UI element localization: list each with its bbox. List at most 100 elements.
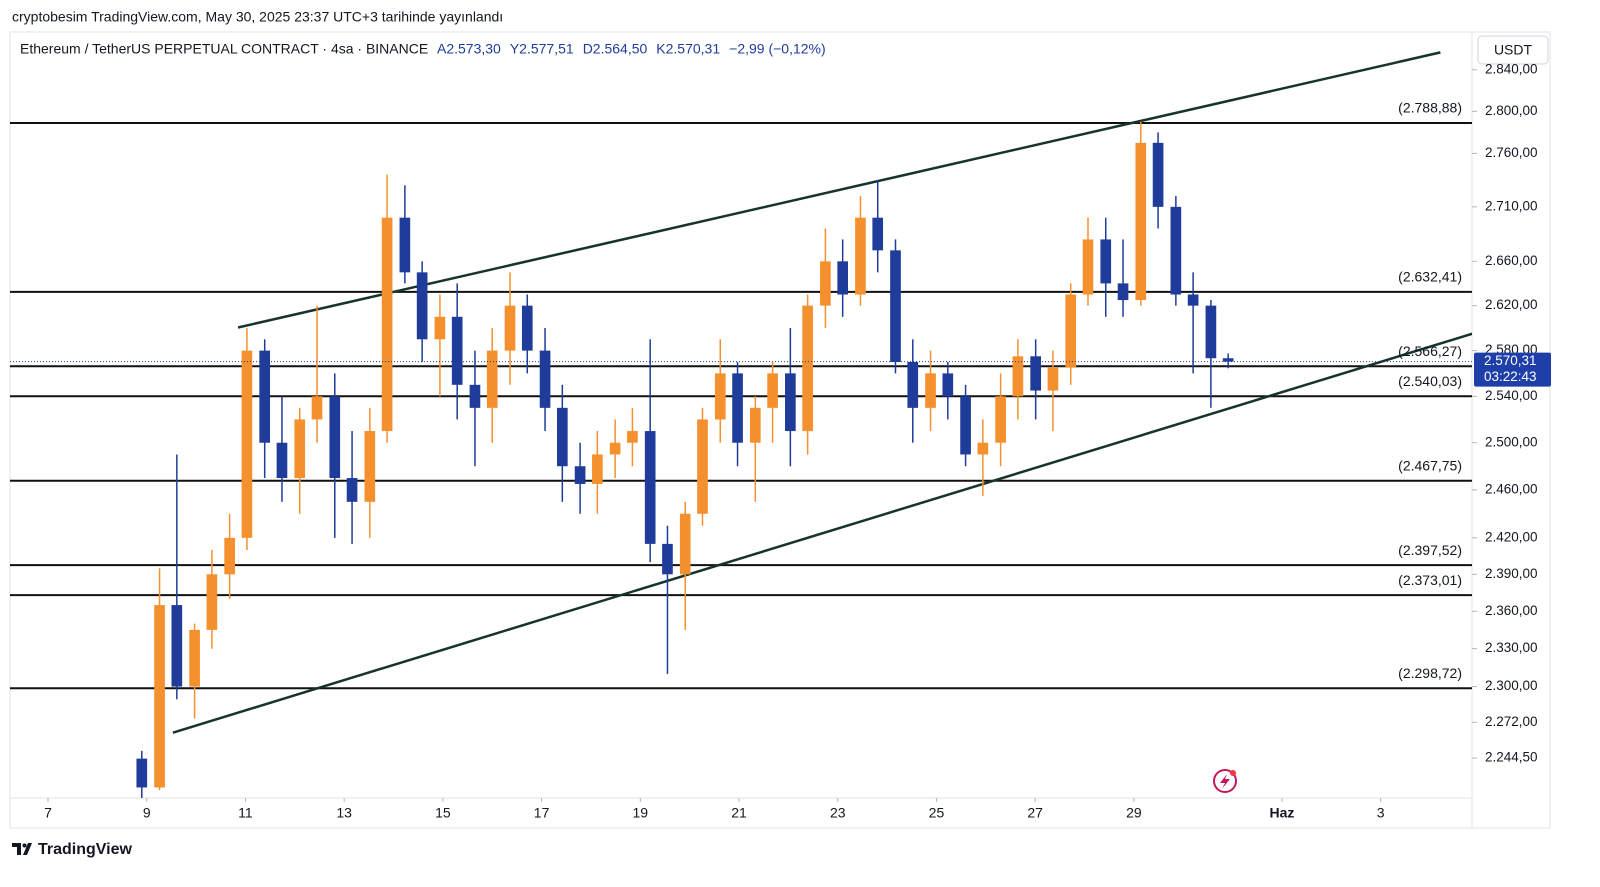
y-tick-label: 2.500,00: [1485, 434, 1538, 449]
y-tick-label: 2.840,00: [1485, 61, 1538, 76]
candle-body: [679, 513, 691, 575]
candle-body: [364, 431, 376, 502]
candle-body: [329, 396, 341, 479]
candle-body: [1152, 142, 1164, 207]
trendline: [172, 332, 1472, 734]
candle-body: [872, 217, 884, 251]
candle-body: [960, 396, 971, 455]
x-tick-label: 21: [731, 805, 747, 821]
candle-body: [714, 373, 726, 420]
level-label: (2.566,27): [1398, 343, 1462, 359]
brand-logo: [12, 843, 32, 855]
candle-body: [644, 431, 656, 544]
candle-body: [1117, 283, 1129, 301]
currency-box[interactable]: [1477, 35, 1549, 65]
brand: TradingView: [38, 841, 133, 858]
candle-body: [749, 407, 761, 443]
level-label: (2.373,01): [1398, 572, 1462, 588]
x-tick-label: 7: [44, 805, 52, 821]
candle-body: [592, 454, 603, 484]
ohlc-value: K2.570,31: [656, 41, 720, 57]
alert-icon: [1213, 769, 1237, 793]
y-tick-label: 2.330,00: [1485, 640, 1538, 655]
candle-body: [907, 361, 919, 408]
candle-body: [977, 442, 989, 455]
candle-body: [1065, 294, 1077, 368]
candle-body: [521, 305, 533, 351]
candle-body: [294, 419, 306, 479]
candle-body: [837, 261, 849, 295]
candle-body: [697, 419, 708, 514]
y-tick-label: 2.540,00: [1485, 388, 1538, 403]
x-tick-label: 17: [534, 805, 550, 821]
x-tick-label: 27: [1027, 805, 1043, 821]
candle-body: [399, 217, 411, 273]
candle-body: [1030, 356, 1042, 391]
symbol: Ethereum / TetherUS PERPETUAL CONTRACT ·…: [20, 41, 428, 57]
candle-body: [1082, 239, 1094, 295]
candle-body: [381, 217, 393, 432]
ohlc-value: −2,99 (−0,12%): [729, 41, 826, 57]
candle-body: [609, 442, 621, 455]
candle-body: [855, 217, 866, 295]
last-price-box: [1474, 352, 1551, 387]
candle-body: [171, 605, 183, 687]
x-tick-label: 11: [238, 805, 253, 821]
candle-body: [574, 466, 586, 484]
x-tick-label: 3: [1377, 805, 1385, 821]
y-tick-label: 2.660,00: [1485, 253, 1538, 268]
level-label: (2.788,88): [1398, 100, 1462, 116]
candle-body: [416, 272, 428, 340]
candle-body: [136, 758, 148, 788]
candle-body: [241, 350, 253, 538]
candle-body: [767, 373, 778, 408]
ohlc-value: Y2.577,51: [510, 41, 574, 57]
ohlc-value: A2.573,30: [437, 41, 501, 57]
candle-body: [1187, 294, 1199, 306]
x-tick-label: 15: [435, 805, 451, 821]
candle-body: [206, 574, 218, 630]
candle-body: [942, 373, 954, 397]
candle-body: [259, 350, 271, 443]
countdown: 03:22:43: [1484, 369, 1537, 384]
publish-note: cryptobesim TradingView.com, May 30, 202…: [12, 9, 503, 25]
level-label: (2.298,72): [1398, 665, 1462, 681]
ohlc-value: D2.564,50: [583, 41, 648, 57]
ohlc-legend: A2.573,30 Y2.577,51 D2.564,50 K2.570,31 −2,9…: [437, 41, 826, 57]
candle-body: [1100, 239, 1112, 284]
candle-body: [311, 396, 323, 420]
y-tick-label: 2.272,00: [1485, 714, 1538, 729]
candle-body: [451, 316, 463, 385]
candle-body: [925, 373, 936, 408]
candle-body: [154, 605, 165, 788]
candle-body: [189, 629, 200, 687]
candle-body: [785, 373, 796, 432]
y-tick-label: 2.760,00: [1485, 145, 1538, 160]
x-tick-label: 19: [633, 805, 649, 821]
currency[interactable]: USDT: [1494, 42, 1533, 58]
plot: [10, 51, 1472, 798]
y-tick-label: 2.710,00: [1485, 198, 1538, 213]
candle-body: [556, 407, 568, 467]
candle-body: [995, 396, 1006, 443]
x-tick-label: 13: [336, 805, 352, 821]
candle-body: [732, 373, 743, 443]
last-price-label: 2.570,31: [1484, 353, 1537, 368]
candle-body: [890, 250, 901, 362]
x-tick-label: 25: [929, 805, 945, 821]
candle-body: [802, 305, 813, 432]
y-tick-label: 2.420,00: [1485, 529, 1538, 544]
candle-body: [662, 543, 673, 575]
candle-body: [1012, 356, 1024, 397]
y-tick-label: 2.620,00: [1485, 297, 1538, 312]
candle-body: [820, 261, 831, 306]
x-tick-label: 23: [830, 805, 846, 821]
level-label: (2.540,03): [1398, 373, 1462, 389]
candle-body: [1135, 142, 1147, 301]
candle-body: [627, 431, 638, 443]
level-label: (2.397,52): [1398, 542, 1462, 558]
candle-body: [1047, 367, 1059, 391]
candle-body: [539, 350, 551, 408]
frame: [9, 31, 1551, 829]
